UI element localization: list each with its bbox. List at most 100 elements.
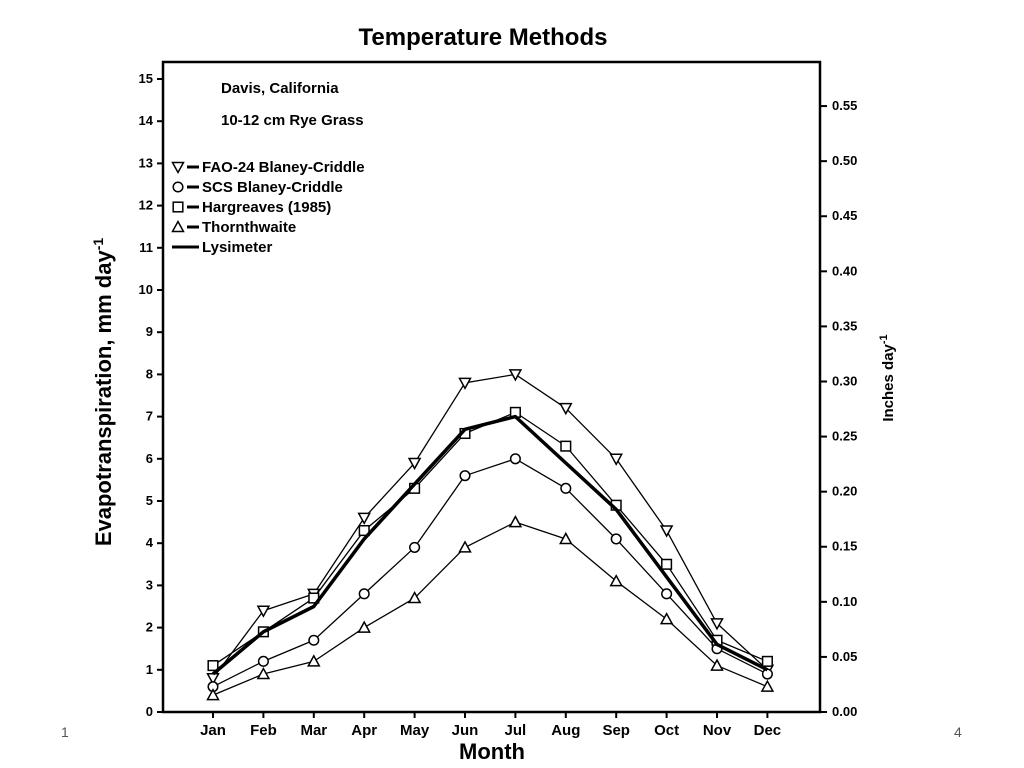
data-point-fao-24-blaney-criddle — [407, 457, 422, 471]
y-axis-label-text: Evapotranspiration, mm day — [91, 250, 116, 547]
data-point-thornthwaite — [407, 591, 422, 604]
y-tick-label: 14 — [139, 113, 154, 128]
x-tick-label-dec: Dec — [754, 722, 782, 739]
slide-number-right: 4 — [954, 724, 962, 740]
series-line-hargreaves-1985 — [212, 411, 768, 667]
y2-axis-label: Inches day-1 — [878, 334, 897, 421]
data-point-thornthwaite — [357, 620, 371, 633]
legend-label: Lysimeter — [202, 239, 272, 256]
data-point-scs-blaney-criddle — [358, 588, 370, 600]
data-point-fao-24-blaney-criddle — [609, 453, 623, 466]
legend-item-scs-blaney-criddle: SCS Blaney-Criddle — [172, 179, 343, 196]
data-point-scs-blaney-criddle — [459, 470, 471, 482]
data-point-hargreaves-1985 — [358, 524, 370, 537]
y-axis-label: Evapotranspiration, mm day-1 — [90, 238, 116, 547]
x-tick-label-mar: Mar — [300, 722, 327, 739]
x-tick-label-may: May — [400, 722, 430, 739]
y-tick-label: 7 — [146, 409, 153, 424]
data-point-thornthwaite — [307, 654, 321, 667]
y2-tick-label: 0.50 — [832, 153, 857, 168]
y-tick-label: 3 — [146, 577, 153, 592]
data-point-fao-24-blaney-criddle — [559, 402, 573, 416]
y-tick-label: 1 — [146, 662, 153, 677]
y2-axis-label-superscript: -1 — [878, 334, 890, 344]
data-point-thornthwaite — [659, 612, 674, 625]
series-fao-24-blaney-criddle — [206, 369, 775, 686]
data-point-scs-blaney-criddle — [308, 634, 320, 646]
y2-tick-label: 0.25 — [832, 429, 857, 444]
y2-tick-label: 0.30 — [832, 373, 857, 388]
annotation-location: Davis, California — [221, 80, 339, 97]
x-tick-label-oct: Oct — [654, 722, 679, 739]
y2-tick-label: 0.40 — [832, 263, 857, 278]
y2-tick-label: 0.55 — [832, 98, 857, 113]
x-tick-label-apr: Apr — [351, 722, 377, 739]
series-thornthwaite — [206, 515, 775, 701]
data-point-fao-24-blaney-criddle — [710, 618, 724, 631]
legend-marker — [172, 181, 184, 193]
data-point-hargreaves-1985 — [560, 440, 572, 452]
y2-axis-label-text: Inches day — [880, 343, 897, 421]
series-line-fao-24-blaney-criddle — [212, 373, 768, 679]
legend: FAO-24 Blaney-Criddle SCS Blaney-Criddle H… — [171, 159, 365, 256]
series-line-thornthwaite — [212, 521, 768, 696]
data-point-fao-24-blaney-criddle — [508, 369, 523, 382]
legend-marker — [171, 219, 185, 233]
data-point-scs-blaney-criddle — [560, 482, 572, 494]
legend-item-thornthwaite: Thornthwaite — [171, 219, 296, 236]
series-layer — [206, 369, 775, 701]
data-point-thornthwaite — [508, 515, 523, 528]
data-point-hargreaves-1985 — [761, 655, 773, 667]
data-point-scs-blaney-criddle — [409, 541, 421, 553]
data-point-scs-blaney-criddle — [761, 668, 773, 680]
y-tick-label: 13 — [139, 155, 153, 170]
y2-tick-label: 0.00 — [832, 704, 857, 719]
y-tick-label: 4 — [146, 535, 154, 550]
y2-tick-label: 0.20 — [832, 484, 857, 499]
data-point-scs-blaney-criddle — [509, 453, 521, 465]
data-point-hargreaves-1985 — [207, 660, 219, 672]
series-lysimeter — [211, 414, 769, 676]
legend-label: FAO-24 Blaney-Criddle — [202, 159, 365, 176]
y-tick-label: 2 — [146, 620, 153, 635]
legend-item-hargreaves-1985: Hargreaves (1985) — [172, 199, 331, 216]
data-point-fao-24-blaney-criddle — [458, 377, 472, 390]
y2-tick-label: 0.35 — [832, 318, 857, 333]
y-axis-right: 0.00 0.05 0.10 0.15 0.20 0.25 0.30 0.35 0.40 0.45… — [820, 98, 857, 719]
y-tick-label: 8 — [146, 366, 153, 381]
y-tick-label: 5 — [146, 493, 153, 508]
data-point-fao-24-blaney-criddle — [357, 512, 371, 525]
series-line-scs-blaney-criddle — [212, 458, 768, 688]
data-point-thornthwaite — [609, 574, 623, 587]
series-hargreaves-1985 — [207, 406, 773, 672]
y-tick-label: 12 — [139, 198, 153, 213]
legend-label: Thornthwaite — [202, 219, 296, 236]
series-scs-blaney-criddle — [207, 453, 773, 693]
data-point-thornthwaite — [206, 688, 220, 701]
data-point-scs-blaney-criddle — [610, 533, 622, 545]
legend-marker — [171, 161, 185, 175]
x-tick-label-sep: Sep — [602, 722, 630, 739]
y2-tick-label: 0.10 — [832, 594, 857, 609]
x-axis-label: Month — [459, 739, 525, 764]
data-point-thornthwaite — [710, 658, 724, 671]
plot-area-frame — [161, 60, 822, 714]
chart-title: Temperature Methods — [359, 24, 608, 51]
x-tick-label-jun: Jun — [452, 722, 479, 739]
y2-tick-label: 0.45 — [832, 208, 857, 223]
data-point-thornthwaite — [458, 540, 472, 553]
data-point-thornthwaite — [559, 531, 573, 545]
x-tick-label-jul: Jul — [505, 722, 527, 739]
data-point-fao-24-blaney-criddle — [256, 605, 271, 618]
y-tick-label: 0 — [146, 704, 153, 719]
data-point-thornthwaite — [760, 679, 775, 692]
legend-item-fao-24-blaney-criddle: FAO-24 Blaney-Criddle — [171, 159, 365, 176]
y-tick-label: 9 — [146, 324, 153, 339]
slide-number-left: 1 — [61, 724, 69, 740]
x-tick-label-nov: Nov — [703, 722, 732, 739]
data-point-scs-blaney-criddle — [257, 655, 269, 667]
data-point-scs-blaney-criddle — [661, 588, 673, 600]
y-tick-label: 6 — [146, 451, 153, 466]
